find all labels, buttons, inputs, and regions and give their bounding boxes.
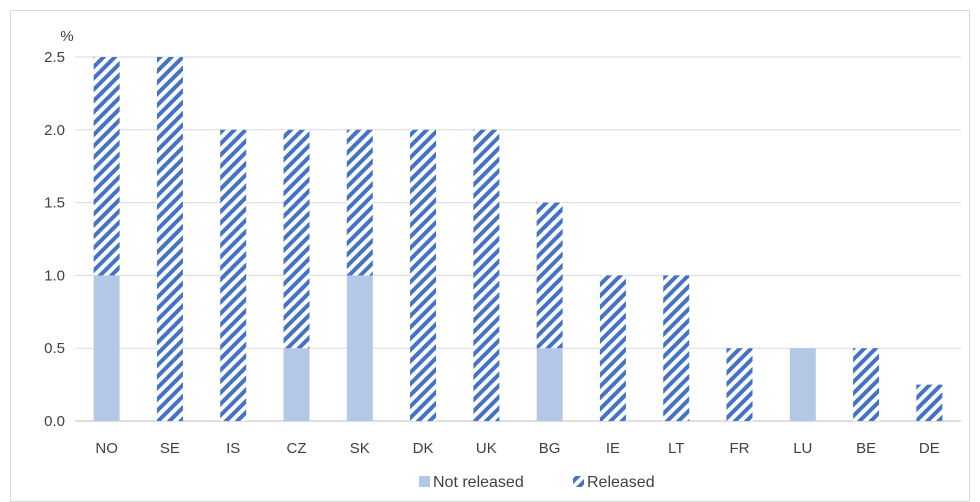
bar-released: [726, 348, 753, 421]
x-tick-label: DK: [413, 440, 434, 457]
bar-released: [283, 129, 310, 349]
y-tick-label: 2.0: [44, 122, 65, 139]
x-tick-label: BG: [539, 440, 561, 457]
bar-not-released: [536, 348, 563, 421]
y-tick-label: 1.5: [44, 195, 65, 212]
y-tick-label: 0.0: [44, 413, 65, 430]
bar-released: [473, 129, 500, 422]
chart-frame: 0.0 0.5 1.0 1.5 2.0 2.5% NO SE IS CZ SK DK UK BG IE LT F…: [10, 10, 970, 502]
x-tick-label: FR: [730, 440, 750, 457]
legend-swatch-released: [573, 476, 584, 487]
bar-released: [853, 348, 880, 421]
x-tick-label: UK: [476, 440, 497, 457]
x-tick-label: SK: [350, 440, 370, 457]
bar-not-released: [283, 348, 310, 421]
bar-released: [599, 275, 626, 421]
bar-released: [93, 57, 120, 276]
bar-released: [346, 129, 373, 276]
legend: Not released Released: [419, 474, 655, 491]
x-tick-label: BE: [856, 440, 876, 457]
legend-swatch-not-released: [419, 476, 430, 487]
bar-not-released: [789, 348, 816, 421]
bar-released: [916, 384, 943, 421]
x-tick-label: IE: [606, 440, 620, 457]
x-tick-label: CZ: [287, 440, 307, 457]
chart-svg: 0.0 0.5 1.0 1.5 2.0 2.5% NO SE IS CZ SK DK UK BG IE LT F…: [44, 28, 961, 491]
y-tick-label: 2.5: [44, 49, 65, 66]
bar-released: [663, 275, 690, 421]
bar-released: [536, 202, 563, 349]
y-tick-label: 0.5: [44, 340, 65, 357]
gridlines: [75, 56, 961, 422]
x-tick-label: LU: [793, 440, 812, 457]
x-tick-label: LT: [668, 440, 684, 457]
x-tick-label: IS: [226, 440, 240, 457]
bars: [93, 57, 943, 422]
bar-released: [220, 129, 247, 422]
bar-released: [410, 129, 437, 422]
x-tick-label: SE: [160, 440, 180, 457]
legend-label-released: Released: [587, 474, 655, 491]
y-tick-label: 1.0: [44, 267, 65, 284]
bar-released: [156, 57, 183, 421]
y-axis-label: %: [60, 28, 73, 45]
x-tick-label: NO: [95, 440, 118, 457]
bar-not-released: [346, 275, 373, 421]
x-tick-label: DE: [919, 440, 940, 457]
legend-label-not-released: Not released: [433, 474, 524, 491]
axes: 0.0 0.5 1.0 1.5 2.0 2.5% NO SE IS CZ SK DK UK BG IE LT F…: [44, 28, 940, 457]
bar-not-released: [93, 275, 120, 421]
